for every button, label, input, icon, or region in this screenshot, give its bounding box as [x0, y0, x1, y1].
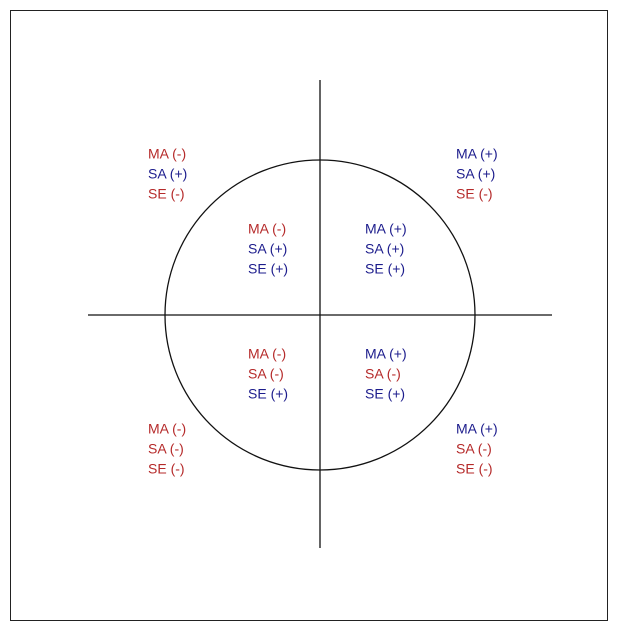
quadrant-label: MA (+): [456, 146, 498, 162]
quadrant-label: SE (-): [456, 461, 493, 477]
quadrant-label: SE (+): [365, 261, 405, 277]
quadrant-label: MA (+): [365, 346, 407, 362]
quadrant-label: SE (+): [248, 386, 288, 402]
quadrant-label: SA (-): [456, 441, 492, 457]
quadrant-label: MA (-): [248, 346, 286, 362]
quadrant-label: SE (-): [148, 461, 185, 477]
quadrant-label: SE (+): [248, 261, 288, 277]
quadrant-label: SE (-): [456, 186, 493, 202]
quadrant-label: SA (+): [456, 166, 495, 182]
quadrant-label: SA (-): [365, 366, 401, 382]
quadrant-label: SA (-): [148, 441, 184, 457]
quadrant-label: SE (+): [365, 386, 405, 402]
quadrant-label: MA (+): [365, 221, 407, 237]
quadrant-label: SA (+): [248, 241, 287, 257]
quadrant-label: SA (+): [148, 166, 187, 182]
quadrant-label: MA (+): [456, 421, 498, 437]
quadrant-label: SE (-): [148, 186, 185, 202]
quadrant-label: MA (-): [148, 146, 186, 162]
quadrant-label: SA (+): [365, 241, 404, 257]
quadrant-label: SA (-): [248, 366, 284, 382]
quadrant-label: MA (-): [148, 421, 186, 437]
quadrant-label: MA (-): [248, 221, 286, 237]
